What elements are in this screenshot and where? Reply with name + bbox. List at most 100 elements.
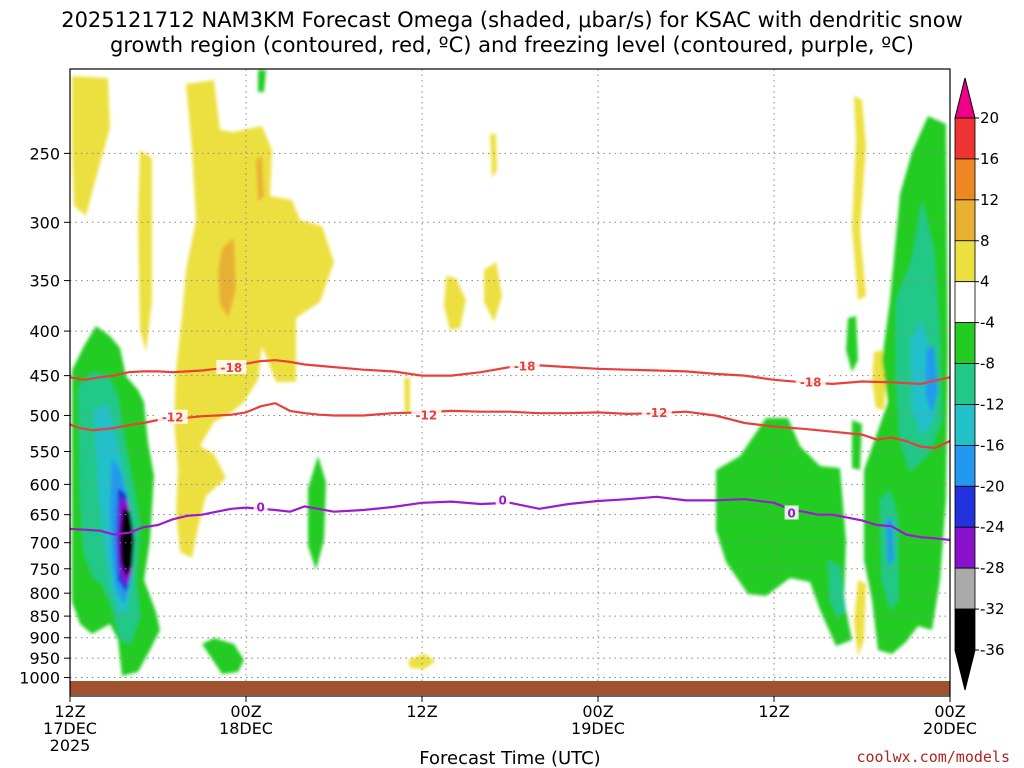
- omega-positive-region-11: [854, 580, 866, 656]
- contour-line-0: [70, 495, 950, 542]
- contour-label-bg: [795, 374, 826, 389]
- colorbar-tick-label: -36: [980, 641, 1005, 659]
- omega-strong-negative-9: [926, 346, 938, 414]
- omega-positive-region-9: [852, 96, 866, 300]
- colorbar-bottom-arrow: [954, 649, 976, 691]
- colorbar-tick-label: -24: [980, 518, 1005, 536]
- y-axis: 250 300 350 400 450 500 550 600 650 700 750 800 850 9…: [19, 144, 70, 688]
- omega-strong-negative-11: [886, 518, 894, 566]
- y-tick-label: 750: [29, 560, 60, 579]
- colorbar-segment: [954, 199, 976, 242]
- omega-strong-negative-12: [828, 560, 846, 618]
- omega-strong-negative-6: [120, 508, 134, 576]
- colorbar-tick-label: 16: [980, 150, 999, 168]
- contour-label-0: 0: [787, 507, 795, 521]
- chart-subtitle: growth region (contoured, red, ºC) and f…: [110, 33, 914, 57]
- omega-positive-region-5: [484, 262, 502, 322]
- y-tick-label: 800: [29, 584, 60, 603]
- contour-label-bg: [216, 359, 247, 374]
- x-tick-label: 2025: [50, 736, 91, 755]
- y-tick-label: 300: [29, 213, 60, 232]
- omega-positive-region-6: [490, 134, 497, 178]
- colorbar-segment: [954, 444, 976, 487]
- plot-frame: [69, 68, 951, 697]
- y-tick-label: 700: [29, 534, 60, 553]
- y-tick-label: 400: [29, 322, 60, 341]
- colorbar-tick-label: 12: [980, 191, 999, 209]
- omega-negative-region-7: [846, 316, 858, 372]
- contour-label--12: -12: [416, 408, 438, 422]
- x-tick-label: 12Z: [758, 702, 789, 721]
- colorbar-segment: [954, 158, 976, 201]
- omega-positive-region-8: [408, 654, 436, 669]
- x-axis-label: Forecast Time (UTC): [419, 748, 600, 768]
- x-tick-label: 00Z: [582, 702, 613, 721]
- contour-label--18: -18: [800, 375, 822, 389]
- omega-negative-region-9: [852, 420, 862, 470]
- colorbar-segment: [954, 117, 976, 160]
- colorbar-segment: [954, 526, 976, 569]
- omega-shading: [72, 70, 948, 676]
- colorbar-segment: [954, 485, 976, 528]
- contours: -18 -18 -18 -12 -12 -12 0 0 0: [70, 358, 950, 542]
- colorbar-tick-label: 8: [980, 232, 990, 250]
- omega-negative-region-4: [258, 70, 266, 92]
- y-tick-label: 650: [29, 506, 60, 525]
- colorbar-tick-label: -20: [980, 477, 1005, 495]
- x-tick-label: 12Z: [406, 702, 437, 721]
- contour-label--18: -18: [220, 361, 242, 375]
- y-tick-label: 250: [29, 144, 60, 163]
- contour-label-0: 0: [498, 493, 506, 507]
- colorbar-tick-label: -4: [980, 314, 995, 332]
- y-tick-label: 950: [29, 649, 60, 668]
- grid: [70, 69, 950, 696]
- chart-title: 2025121712 NAM3KM Forecast Omega (shaded…: [61, 8, 963, 32]
- colorbar-segment: [954, 281, 976, 324]
- y-tick-label: 850: [29, 607, 60, 626]
- omega-positive-orange-2: [256, 156, 264, 202]
- colorbar-segment: [954, 363, 976, 405]
- colorbar-tick-label: 4: [980, 273, 990, 291]
- colorbar-segment: [954, 240, 976, 283]
- contour-label-bg: [157, 409, 188, 424]
- y-tick-label: 500: [29, 406, 60, 425]
- y-tick-label: 350: [29, 272, 60, 291]
- x-tick-label: 20DEC: [923, 719, 977, 738]
- omega-positive-region-10: [872, 350, 886, 410]
- colorbar-tick-label: -8: [980, 355, 995, 373]
- x-tick-label: 00Z: [934, 702, 965, 721]
- y-tick-label: 900: [29, 629, 60, 648]
- y-tick-label: 1000: [19, 669, 60, 688]
- colorbar-segment: [954, 567, 976, 610]
- y-tick-label: 600: [29, 475, 60, 494]
- colorbar: 20 16 12 8 4 -4 -8 -12 -16 -20 -24 -28 -32 -36: [954, 77, 1005, 691]
- x-tick-label: 17DEC: [43, 719, 97, 738]
- colorbar-tick-label: -16: [980, 436, 1005, 454]
- y-tick-label: 550: [29, 443, 60, 462]
- x-tick-label: 00Z: [230, 702, 261, 721]
- colorbar-tick-label: -12: [980, 395, 1005, 413]
- x-tick-label: 12Z: [54, 702, 85, 721]
- x-tick-label: 18DEC: [219, 719, 273, 738]
- contour-label--12: -12: [162, 411, 184, 425]
- y-tick-label: 450: [29, 367, 60, 386]
- contour-label-bg: [641, 405, 672, 420]
- omega-positive-region-1: [72, 76, 110, 216]
- contour-label-bg: [495, 492, 510, 507]
- contour-label--12: -12: [646, 406, 668, 420]
- colorbar-segment: [954, 608, 976, 651]
- colorbar-tick-label: 20: [980, 109, 999, 127]
- contour-line--18: [70, 359, 950, 385]
- omega-positive-region-4: [444, 276, 466, 330]
- omega-positive-region-7: [404, 378, 410, 414]
- contour-label-bg: [784, 505, 799, 520]
- contour-label--18: -18: [514, 359, 536, 373]
- contour-label-bg: [253, 499, 268, 514]
- colorbar-top-arrow: [954, 77, 976, 119]
- omega-negative-region-3: [202, 638, 244, 674]
- contour-label-bg: [509, 358, 540, 373]
- contour-label-bg: [411, 407, 442, 422]
- colorbar-segment: [954, 404, 976, 446]
